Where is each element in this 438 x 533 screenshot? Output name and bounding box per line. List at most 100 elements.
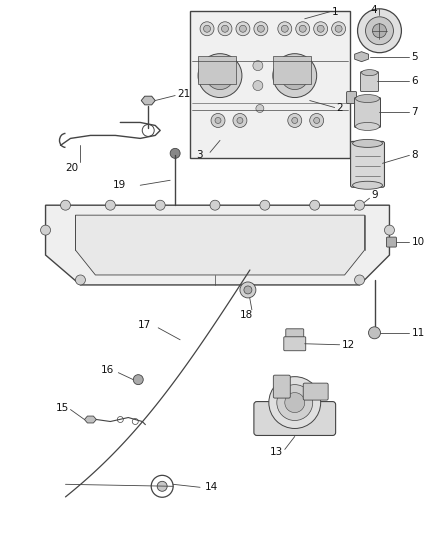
Circle shape <box>214 70 226 82</box>
FancyBboxPatch shape <box>346 92 357 103</box>
Circle shape <box>260 200 270 210</box>
Text: 20: 20 <box>66 163 78 173</box>
Text: 3: 3 <box>196 150 203 160</box>
Text: 8: 8 <box>411 150 418 160</box>
Circle shape <box>314 117 320 124</box>
Circle shape <box>357 9 401 53</box>
Ellipse shape <box>356 123 379 131</box>
Circle shape <box>258 25 265 32</box>
FancyBboxPatch shape <box>303 383 328 400</box>
FancyBboxPatch shape <box>273 375 290 398</box>
Circle shape <box>310 200 320 210</box>
Circle shape <box>299 25 306 32</box>
Ellipse shape <box>353 181 382 189</box>
Polygon shape <box>355 52 368 62</box>
Circle shape <box>335 25 342 32</box>
Circle shape <box>253 61 263 71</box>
Circle shape <box>355 200 364 210</box>
Circle shape <box>281 25 288 32</box>
FancyBboxPatch shape <box>386 237 396 247</box>
Circle shape <box>314 22 328 36</box>
Circle shape <box>289 70 301 82</box>
Circle shape <box>253 80 263 91</box>
Text: 12: 12 <box>342 340 355 350</box>
Circle shape <box>222 25 229 32</box>
Polygon shape <box>141 96 155 105</box>
Circle shape <box>132 418 138 424</box>
FancyBboxPatch shape <box>284 337 306 351</box>
Text: 19: 19 <box>112 180 126 190</box>
Circle shape <box>317 25 324 32</box>
Ellipse shape <box>356 94 379 102</box>
Polygon shape <box>85 416 96 423</box>
Circle shape <box>218 22 232 36</box>
Bar <box>273 55 311 84</box>
Text: 1: 1 <box>332 7 338 17</box>
Text: 2: 2 <box>337 102 343 112</box>
Circle shape <box>240 282 256 298</box>
Text: 15: 15 <box>56 402 69 413</box>
Circle shape <box>170 148 180 158</box>
Circle shape <box>296 22 310 36</box>
Circle shape <box>237 117 243 124</box>
Text: 16: 16 <box>100 365 113 375</box>
Circle shape <box>292 117 298 124</box>
Circle shape <box>204 25 211 32</box>
Bar <box>198 55 236 84</box>
Text: 7: 7 <box>411 108 418 117</box>
Circle shape <box>233 114 247 127</box>
Circle shape <box>269 377 321 429</box>
FancyBboxPatch shape <box>190 11 350 158</box>
FancyBboxPatch shape <box>360 71 378 92</box>
Circle shape <box>133 375 143 385</box>
Circle shape <box>277 385 313 421</box>
Circle shape <box>288 114 302 127</box>
FancyBboxPatch shape <box>286 329 304 339</box>
Circle shape <box>75 275 85 285</box>
Ellipse shape <box>353 140 382 148</box>
Circle shape <box>244 286 252 294</box>
Circle shape <box>366 17 393 45</box>
Circle shape <box>206 62 234 90</box>
Circle shape <box>273 54 317 98</box>
Circle shape <box>60 200 71 210</box>
Circle shape <box>254 22 268 36</box>
Circle shape <box>198 54 242 98</box>
Circle shape <box>368 327 381 339</box>
Circle shape <box>281 62 309 90</box>
Circle shape <box>285 393 305 413</box>
Circle shape <box>236 22 250 36</box>
Text: 13: 13 <box>270 447 283 457</box>
Polygon shape <box>75 215 364 275</box>
Text: 21: 21 <box>177 88 191 99</box>
Circle shape <box>256 104 264 112</box>
Circle shape <box>355 275 364 285</box>
Circle shape <box>278 22 292 36</box>
Text: 4: 4 <box>371 5 377 15</box>
Circle shape <box>385 225 395 235</box>
Circle shape <box>310 114 324 127</box>
Text: 5: 5 <box>411 52 418 62</box>
Text: 10: 10 <box>411 237 424 247</box>
Circle shape <box>106 200 115 210</box>
Circle shape <box>157 481 167 491</box>
Circle shape <box>200 22 214 36</box>
Polygon shape <box>46 205 389 285</box>
FancyBboxPatch shape <box>350 141 385 187</box>
Text: 11: 11 <box>411 328 424 338</box>
Circle shape <box>155 200 165 210</box>
Ellipse shape <box>361 70 378 76</box>
Text: 17: 17 <box>138 320 152 330</box>
Circle shape <box>211 114 225 127</box>
FancyBboxPatch shape <box>254 401 336 435</box>
FancyBboxPatch shape <box>355 98 381 127</box>
Text: 6: 6 <box>411 76 418 86</box>
Circle shape <box>210 200 220 210</box>
Text: 9: 9 <box>371 190 378 200</box>
Circle shape <box>117 416 124 423</box>
Text: 18: 18 <box>240 310 253 320</box>
Circle shape <box>332 22 346 36</box>
Circle shape <box>215 117 221 124</box>
Text: 14: 14 <box>205 482 218 492</box>
Circle shape <box>41 225 50 235</box>
